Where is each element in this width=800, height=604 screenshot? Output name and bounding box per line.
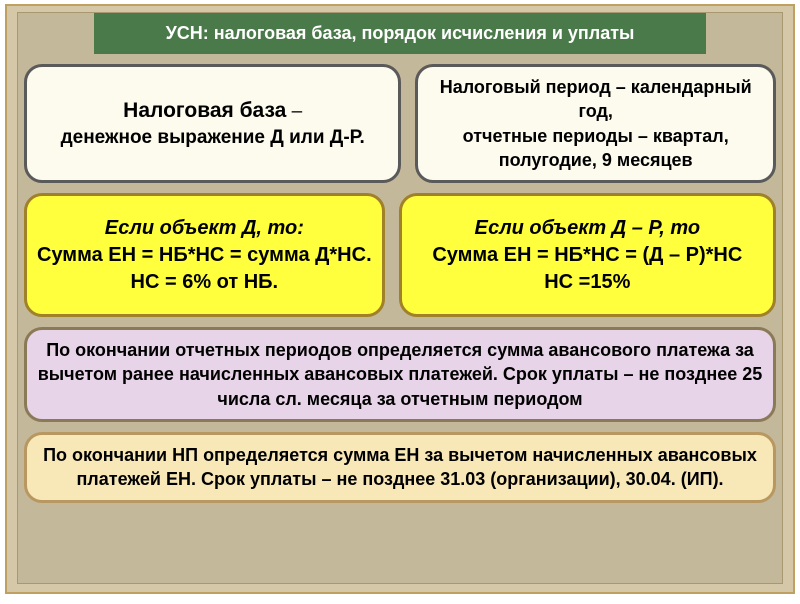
inner-panel: УСН: налоговая база, порядок исчисления … <box>17 12 783 584</box>
tax-period-line2: отчетные периоды – квартал, полугодие, 9… <box>428 124 763 173</box>
box-tax-base: Налоговая база – денежное выражение Д ил… <box>24 64 401 183</box>
tax-base-line2: денежное выражение Д или Д-Р. <box>37 125 388 151</box>
slide-header: УСН: налоговая база, порядок исчисления … <box>94 13 706 54</box>
advance-payment-text: По окончании отчетных периодов определяе… <box>37 338 763 411</box>
tax-period-line1: Налоговый период – календарный год, <box>428 75 763 124</box>
formula-d-rate: НС = 6% от НБ. <box>37 269 372 296</box>
row-2: Если объект Д, то: Сумма ЕН = НБ*НС = су… <box>24 193 776 317</box>
tax-base-title: Налоговая база <box>123 99 286 122</box>
formula-dr-cond: Если объект Д – Р, то <box>412 215 763 242</box>
outer-frame: УСН: налоговая база, порядок исчисления … <box>5 4 795 594</box>
row-1: Налоговая база – денежное выражение Д ил… <box>24 64 776 183</box>
box-advance-payment: По окончании отчетных периодов определяе… <box>24 327 776 422</box>
box-formula-dr: Если объект Д – Р, то Сумма ЕН = НБ*НС =… <box>399 193 776 317</box>
formula-d-cond: Если объект Д, то: <box>37 215 372 242</box>
box-tax-period: Налоговый период – календарный год, отче… <box>415 64 776 183</box>
row-3: По окончании отчетных периодов определяе… <box>24 327 776 422</box>
box-final-payment: По окончании НП определяется сумма ЕН за… <box>24 432 776 503</box>
formula-dr-rate: НС =15% <box>412 269 763 296</box>
final-payment-text: По окончании НП определяется сумма ЕН за… <box>37 443 763 492</box>
tax-base-line1: Налоговая база – <box>37 97 388 125</box>
formula-d-sum: Сумма ЕН = НБ*НС = сумма Д*НС. <box>37 242 372 269</box>
tax-base-dash: – <box>286 101 302 122</box>
row-4: По окончании НП определяется сумма ЕН за… <box>24 432 776 503</box>
box-formula-d: Если объект Д, то: Сумма ЕН = НБ*НС = су… <box>24 193 385 317</box>
formula-dr-sum: Сумма ЕН = НБ*НС = (Д – Р)*НС <box>412 242 763 269</box>
header-title: УСН: налоговая база, порядок исчисления … <box>166 23 635 43</box>
